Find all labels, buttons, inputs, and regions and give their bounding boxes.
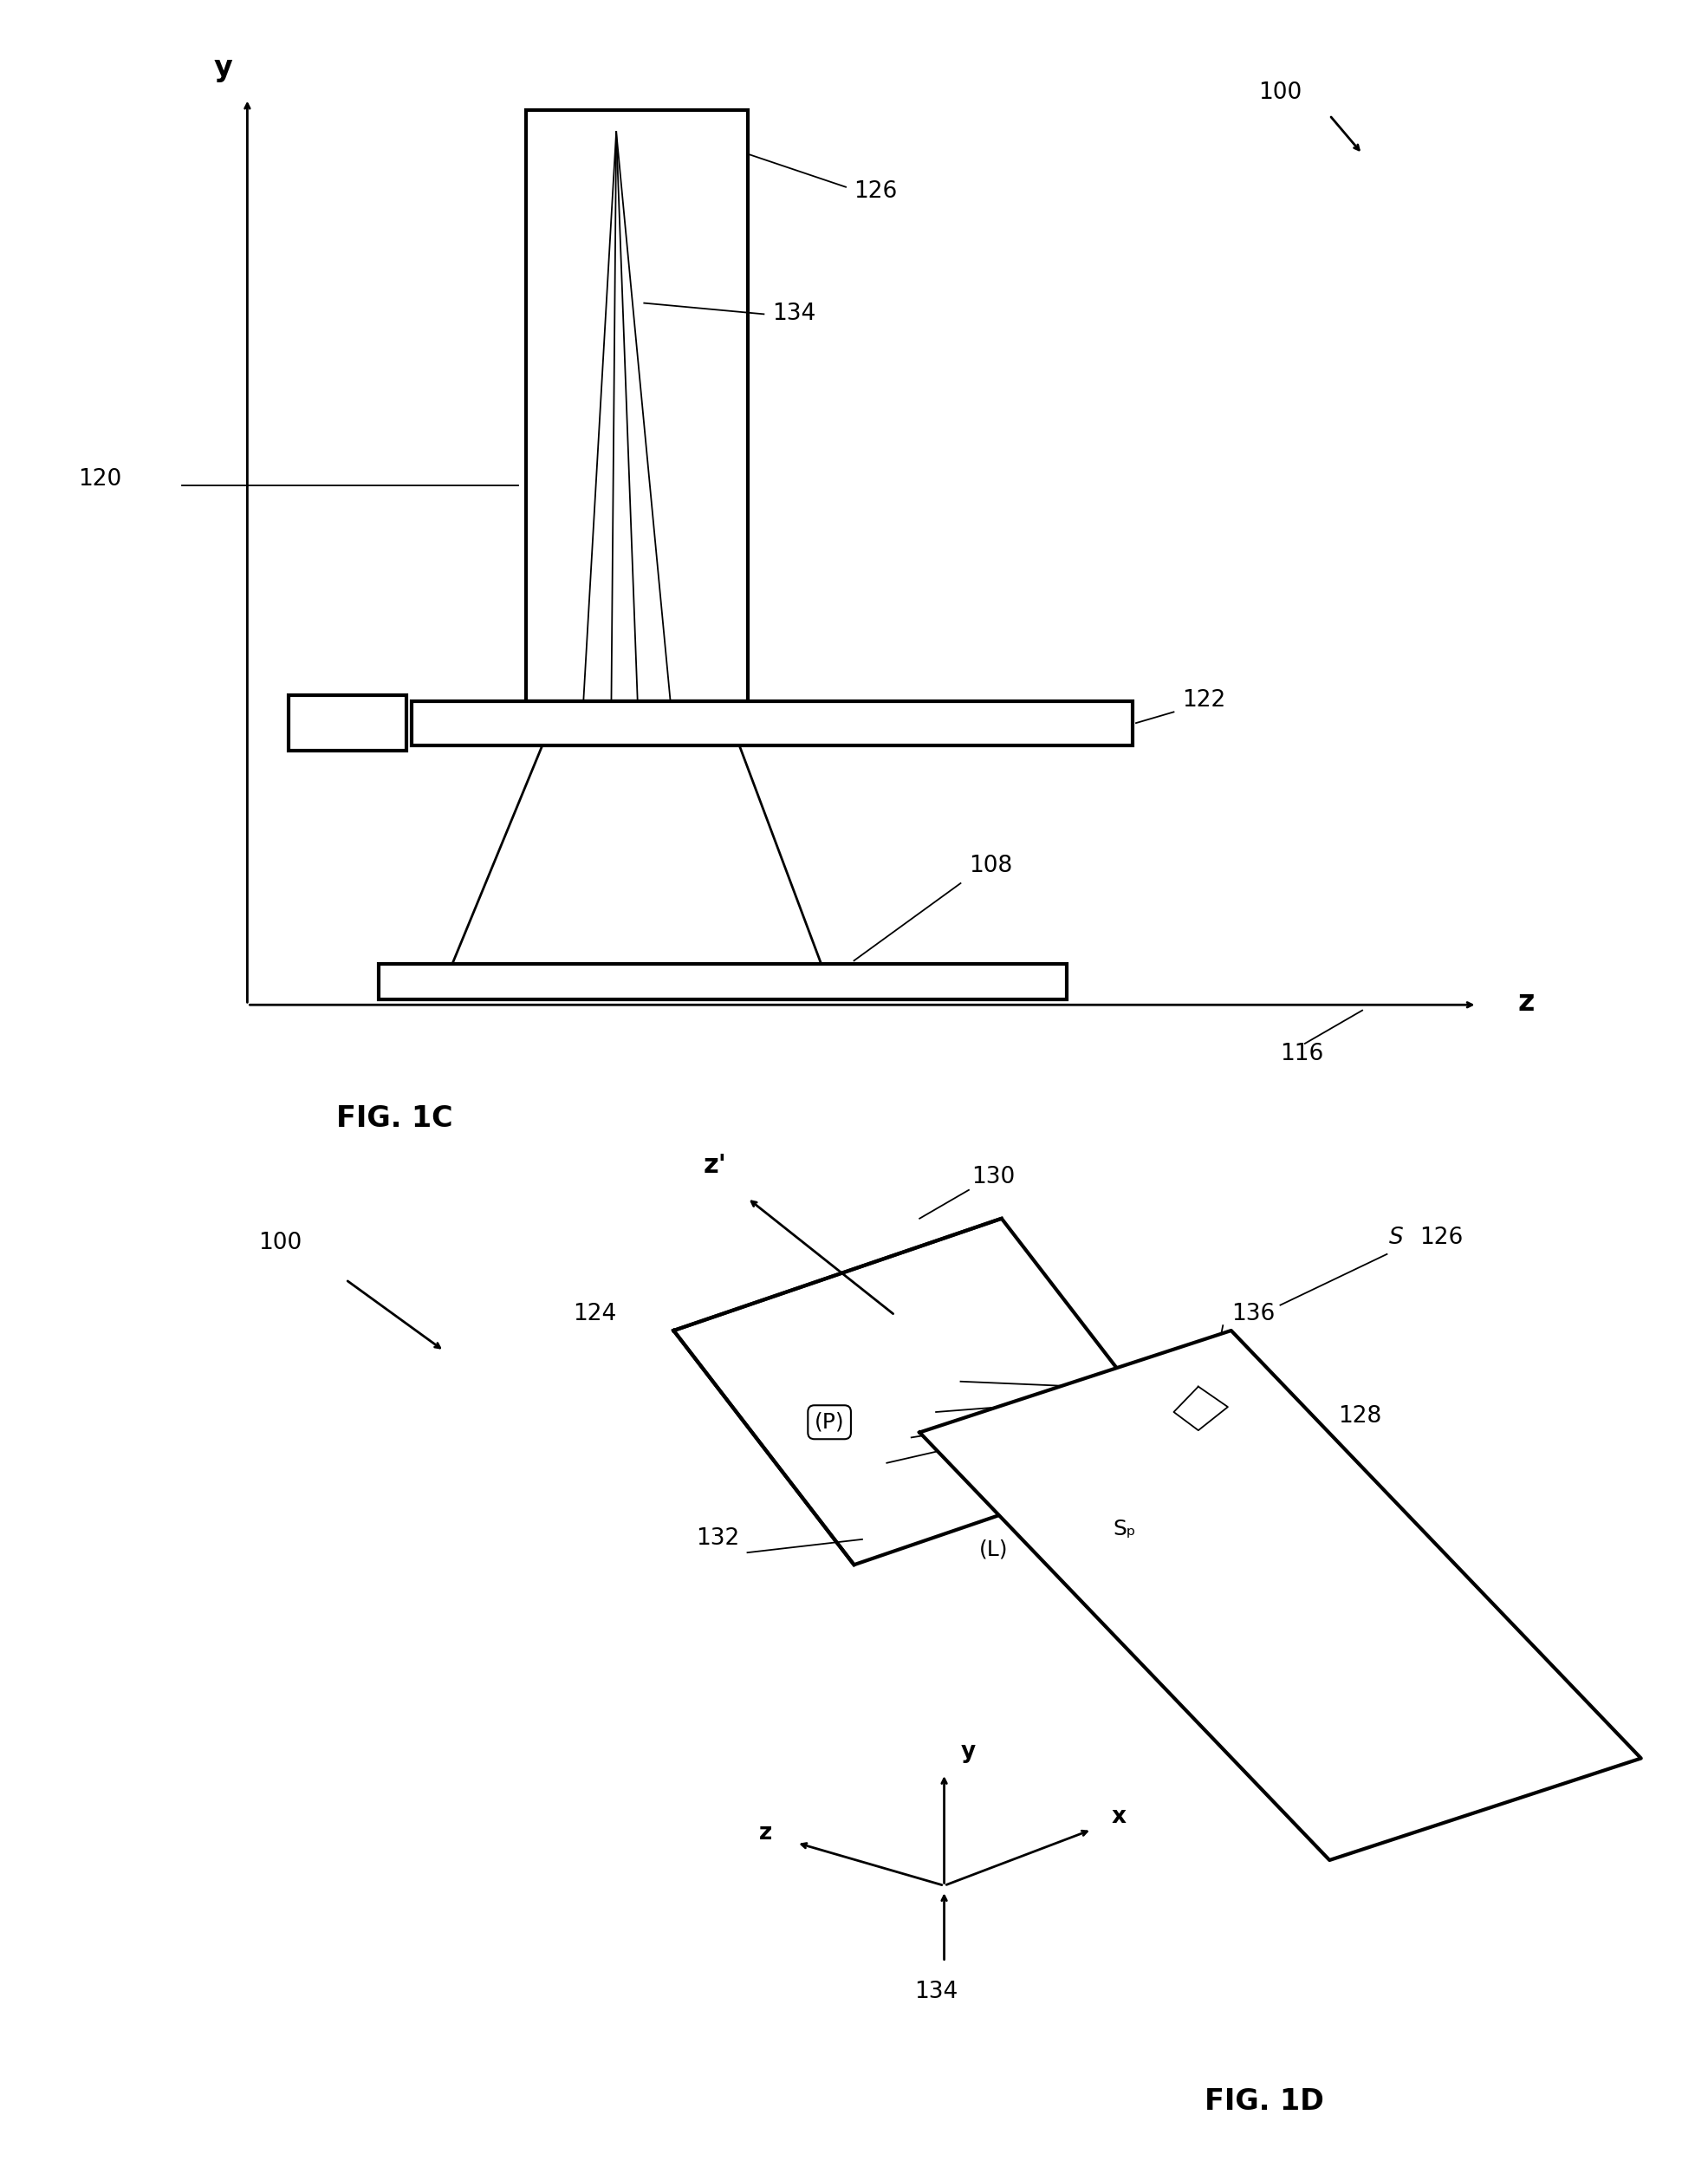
Text: 134: 134 (914, 1981, 958, 2002)
Text: 116: 116 (1281, 1042, 1324, 1066)
Text: y: y (214, 54, 232, 82)
Bar (526, 111, 748, 700)
Text: 122: 122 (1182, 689, 1225, 711)
Text: 100: 100 (258, 1231, 302, 1255)
Bar (379, 964, 1068, 999)
Text: 100: 100 (1259, 80, 1301, 104)
Polygon shape (673, 1218, 1182, 1565)
Polygon shape (919, 1331, 1641, 1859)
Text: 132: 132 (695, 1528, 740, 1549)
Text: x: x (1112, 1805, 1126, 1827)
Text: (P): (P) (815, 1413, 844, 1432)
Text: z: z (1518, 988, 1535, 1016)
Text: 128: 128 (1337, 1404, 1382, 1428)
Text: FIG. 1D: FIG. 1D (1204, 2087, 1324, 2115)
Text: 134: 134 (772, 301, 815, 325)
Text: 130: 130 (972, 1166, 1015, 1188)
Text: 108: 108 (968, 854, 1013, 878)
Text: S: S (1389, 1227, 1404, 1248)
Text: 126: 126 (854, 180, 897, 204)
Text: y: y (960, 1740, 975, 1764)
Text: 136: 136 (1231, 1302, 1274, 1326)
Text: z': z' (704, 1153, 726, 1179)
Text: FIG. 1C: FIG. 1C (336, 1103, 453, 1133)
Bar (289, 696, 407, 750)
Bar (412, 700, 1132, 745)
Text: 124: 124 (572, 1302, 617, 1326)
Text: (L): (L) (979, 1539, 1008, 1560)
Text: z: z (758, 1822, 772, 1844)
Text: 126: 126 (1419, 1227, 1464, 1248)
Text: 120: 120 (79, 468, 121, 490)
Text: Sₚ: Sₚ (1114, 1519, 1136, 1539)
